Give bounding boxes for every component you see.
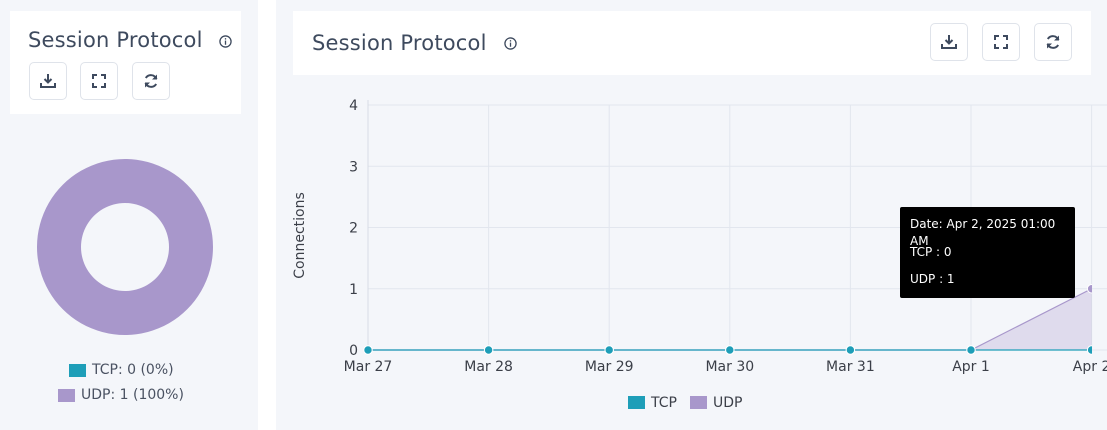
legend-swatch-udp — [58, 388, 75, 402]
x-tick-label: Mar 29 — [585, 359, 634, 375]
tooltip-udp: UDP : 1 — [910, 272, 955, 286]
session-protocol-area-chart: 0 1 2 3 4 Mar 27 Mar 28 Mar 29 Mar 30 Mar 31 Apr 1… — [292, 98, 1107, 411]
right-download-button[interactable] — [930, 23, 968, 61]
series-area-udp — [368, 288, 1092, 350]
data-point-tcp[interactable] — [1086, 345, 1095, 355]
left-card-header: Session Protocol — [10, 11, 241, 114]
chart-tooltip: Date: Apr 2, 2025 01:00 AM TCP : 0 UDP :… — [900, 207, 1075, 298]
y-tick-label: 1 — [349, 282, 358, 298]
legend-label: UDP — [713, 395, 742, 411]
y-tick-label: 3 — [349, 159, 358, 175]
refresh-icon — [144, 74, 158, 88]
legend-swatch — [628, 396, 645, 409]
donut-legend-tcp[interactable]: TCP: 0 (0%) — [69, 362, 174, 378]
left-fullscreen-button[interactable] — [80, 62, 118, 100]
chart-legend: TCP UDP — [628, 395, 742, 411]
right-card-title: Session Protocol — [312, 31, 487, 55]
legend-swatch — [690, 396, 707, 409]
data-point-tcp[interactable] — [725, 345, 735, 355]
right-card-header: Session Protocol — [293, 11, 1091, 75]
y-tick-label: 0 — [349, 343, 358, 359]
donut-legend-udp[interactable]: UDP: 1 (100%) — [58, 387, 184, 403]
x-tick-label: Mar 27 — [344, 359, 393, 375]
y-axis-label: Connections — [292, 192, 308, 279]
legend-item-udp[interactable]: UDP — [690, 395, 742, 411]
refresh-icon — [1046, 35, 1060, 49]
x-tick-label: Mar 28 — [464, 359, 513, 375]
fullscreen-icon — [92, 74, 106, 88]
info-icon[interactable] — [219, 35, 232, 48]
donut-slice-udp[interactable] — [36, 159, 213, 335]
info-icon[interactable] — [504, 37, 517, 50]
fullscreen-icon — [994, 35, 1008, 49]
left-card-title: Session Protocol — [28, 28, 203, 52]
right-refresh-button[interactable] — [1034, 23, 1072, 61]
right-fullscreen-button[interactable] — [982, 23, 1020, 61]
tooltip-date: Date: Apr 2, 2025 01:00 AM — [910, 217, 1056, 248]
tooltip-tcp: TCP : 0 — [910, 244, 952, 259]
data-point-tcp[interactable] — [966, 345, 976, 355]
data-point-tcp[interactable] — [363, 345, 373, 355]
left-refresh-button[interactable] — [132, 62, 170, 100]
x-tick-label: Mar 30 — [705, 359, 754, 375]
legend-item-tcp[interactable]: TCP — [628, 395, 677, 411]
data-point-tcp[interactable] — [604, 345, 614, 355]
data-point-tcp[interactable] — [483, 345, 494, 355]
x-tick-label: Apr 1 — [952, 359, 990, 375]
download-icon — [40, 74, 56, 88]
x-tick-label: Mar 31 — [826, 359, 875, 375]
data-point-tcp[interactable] — [845, 345, 856, 355]
data-point-udp[interactable] — [1086, 284, 1095, 294]
left-download-button[interactable] — [29, 62, 67, 100]
legend-label-udp: UDP: 1 (100%) — [81, 387, 184, 403]
download-icon — [941, 35, 957, 49]
legend-label-tcp: TCP: 0 (0%) — [92, 362, 174, 378]
legend-swatch-tcp — [69, 363, 86, 377]
x-tick-label: Apr 2 — [1073, 359, 1107, 375]
y-tick-label: 4 — [349, 98, 358, 114]
legend-label: TCP — [650, 395, 677, 411]
session-protocol-donut-chart — [36, 159, 213, 335]
y-tick-label: 2 — [349, 221, 358, 237]
